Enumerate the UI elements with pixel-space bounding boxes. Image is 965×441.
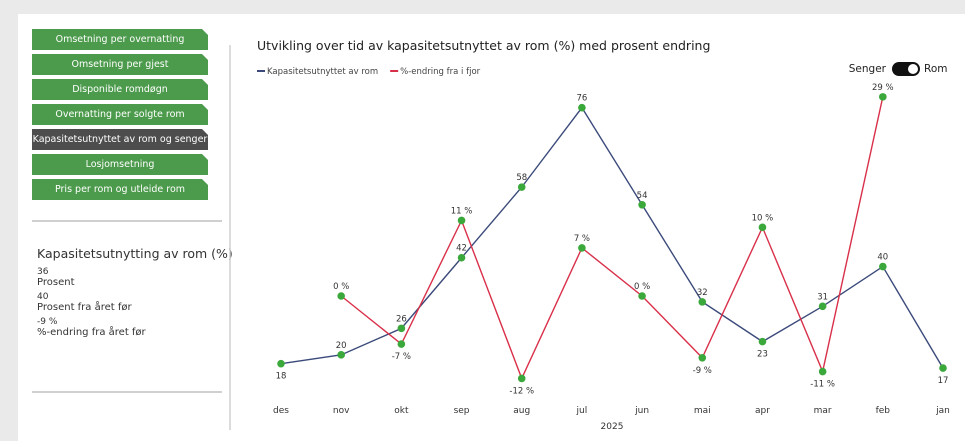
data-label: 7 %: [574, 234, 590, 244]
data-point: [457, 253, 466, 262]
nav-button[interactable]: Losjomsetning: [32, 154, 208, 175]
x-tick-label: feb: [876, 406, 891, 416]
series-line: [340, 96, 884, 381]
data-point: [397, 324, 406, 333]
divider: [32, 391, 222, 393]
data-point: [337, 292, 345, 300]
data-point: [879, 93, 887, 101]
x-tick-label: mar: [814, 406, 832, 416]
divider: [32, 220, 222, 222]
data-label: 32: [697, 288, 708, 298]
data-label: 11 %: [451, 206, 473, 216]
kpi-value: 36: [37, 267, 49, 277]
x-tick-label: aug: [513, 406, 530, 416]
toggle-left[interactable]: Senger: [849, 63, 887, 75]
data-label: -12 %: [509, 386, 534, 396]
nav-button[interactable]: Kapasitetsutnyttet av rom og senger: [32, 129, 208, 150]
data-point: [698, 354, 707, 362]
series-line: [280, 106, 944, 369]
data-point: [578, 244, 586, 252]
data-label: 0 %: [333, 282, 349, 292]
legend-label: Kapasitetsutnyttet av rom: [267, 67, 378, 77]
data-point: [578, 103, 586, 112]
data-point: [698, 298, 707, 306]
data-point: [638, 292, 646, 300]
x-tick-label: mai: [694, 406, 711, 416]
kpi-label: Prosent: [37, 277, 75, 288]
kpi-value: 40: [37, 292, 49, 302]
kpi-card: Kapasitetsutnytting av rom (%) 36 Prosent…: [37, 246, 233, 338]
x-tick-label: jun: [634, 406, 649, 416]
data-label: 0 %: [634, 282, 650, 292]
data-label: -9 %: [693, 366, 712, 376]
dashboard: Omsetning per overnatting Omsetning per g…: [18, 14, 965, 441]
x-tick-label: des: [273, 406, 289, 416]
data-label: 17: [938, 376, 949, 386]
x-tick-label: jan: [935, 406, 950, 416]
data-label: 40: [877, 253, 888, 263]
nav-button[interactable]: Overnatting per solgte rom: [32, 104, 208, 125]
kpi-label: %-endring fra året før: [37, 327, 146, 338]
data-label: 31: [817, 292, 828, 302]
data-label: 18: [276, 372, 287, 382]
x-tick-label: okt: [394, 406, 409, 416]
data-label: 10 %: [752, 213, 774, 223]
data-label: 54: [637, 191, 648, 201]
x-tick-label: apr: [755, 406, 770, 416]
data-label: 20: [336, 341, 347, 351]
kpi-label: Prosent fra året før: [37, 302, 132, 313]
data-label: 26: [396, 314, 407, 324]
kpi-title: Kapasitetsutnytting av rom (%): [37, 246, 233, 261]
data-point: [517, 183, 526, 191]
data-point: [277, 359, 285, 368]
data-label: 42: [456, 244, 467, 254]
data-point: [818, 302, 827, 311]
nav-button[interactable]: Omsetning per overnatting: [32, 29, 208, 50]
data-label: -11 %: [810, 380, 835, 390]
data-point: [879, 262, 887, 271]
kpi-value: -9 %: [37, 317, 58, 327]
data-point: [758, 337, 767, 346]
data-point: [397, 340, 406, 348]
nav-button[interactable]: Disponible romdøgn: [32, 79, 208, 100]
x-axis-label: 2025: [601, 422, 624, 432]
data-point: [337, 351, 345, 359]
toggle-knob: [908, 64, 918, 74]
data-point: [517, 374, 526, 383]
data-label: 23: [757, 350, 768, 360]
data-label: 58: [516, 173, 527, 183]
legend-label: %-endring fra i fjor: [400, 67, 481, 77]
nav-button[interactable]: Omsetning per gjest: [32, 54, 208, 75]
x-tick-label: jul: [576, 406, 588, 416]
data-point: [818, 367, 827, 376]
toggle-right[interactable]: Rom: [924, 63, 947, 75]
chart-title: Utvikling over tid av kapasitetsutnyttet…: [257, 38, 710, 53]
x-tick-label: nov: [333, 406, 350, 416]
data-label: 29 %: [872, 83, 894, 93]
nav-button[interactable]: Pris per rom og utleide rom: [32, 179, 208, 200]
data-point: [638, 200, 646, 209]
data-label: 76: [576, 94, 587, 104]
data-point: [758, 223, 767, 232]
x-tick-label: sep: [454, 406, 470, 416]
data-label: -7 %: [392, 352, 411, 362]
data-point: [457, 216, 466, 225]
data-point: [939, 364, 947, 372]
